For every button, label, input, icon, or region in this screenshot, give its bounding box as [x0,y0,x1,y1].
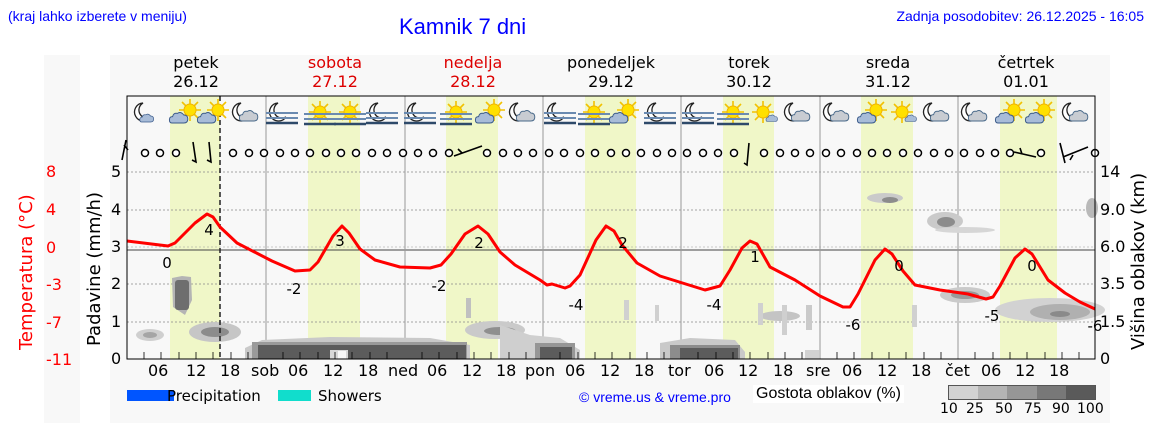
page-title: Kamnik 7 dni [399,14,527,39]
svg-text:-2: -2 [287,280,302,298]
precipitation-swatch [127,390,174,401]
showers-swatch [278,390,311,401]
day-header: nedelja 28.12 [443,53,503,91]
temperature-labels: 0 4 -2 3 -2 2 -4 2 -4 1 -6 0 -5 0 -6 [162,221,1102,335]
svg-text:-4: -4 [569,296,584,314]
day-header: sreda 31.12 [865,53,911,91]
svg-text:0: 0 [1027,257,1037,275]
cloud-density-title: Gostota oblakov (%) [753,385,904,403]
svg-text:-5: -5 [985,307,1000,325]
svg-text:1: 1 [750,248,760,266]
svg-text:0: 0 [162,254,172,272]
day-header: četrtek 01.01 [997,53,1055,91]
svg-text:-6: -6 [846,316,861,334]
svg-text:4: 4 [204,221,214,239]
svg-text:-2: -2 [432,277,447,295]
x-ticks [143,352,1080,359]
day-header: torek 30.12 [726,53,772,91]
svg-text:2: 2 [474,234,484,252]
svg-text:3: 3 [335,232,345,250]
wind-row [121,139,1100,167]
precipitation-legend-label: Precipitation [167,387,261,405]
day-header: sobota 27.12 [307,53,363,91]
cloud-density-scale [948,385,1096,400]
svg-text:2: 2 [618,234,628,252]
last-update: Zadnja posodobitev: 26.12.2025 - 16:05 [896,8,1144,24]
day-header: ponedeljek 29.12 [567,53,655,91]
svg-text:0: 0 [894,257,904,275]
svg-text:-4: -4 [707,296,722,314]
x-axis-labels: 06 12 18 sob 06 12 18 ned 06 12 18 pon 0… [148,361,1070,380]
location-hint[interactable]: (kraj lahko izberete v meniju) [8,8,187,24]
temperature-line [126,212,1096,311]
temperature-axis-panel [44,55,80,423]
showers-legend-label: Showers [318,387,382,405]
copyright-link[interactable]: © vreme.us & vreme.pro [579,389,731,405]
day-header: petek 26.12 [173,53,219,91]
